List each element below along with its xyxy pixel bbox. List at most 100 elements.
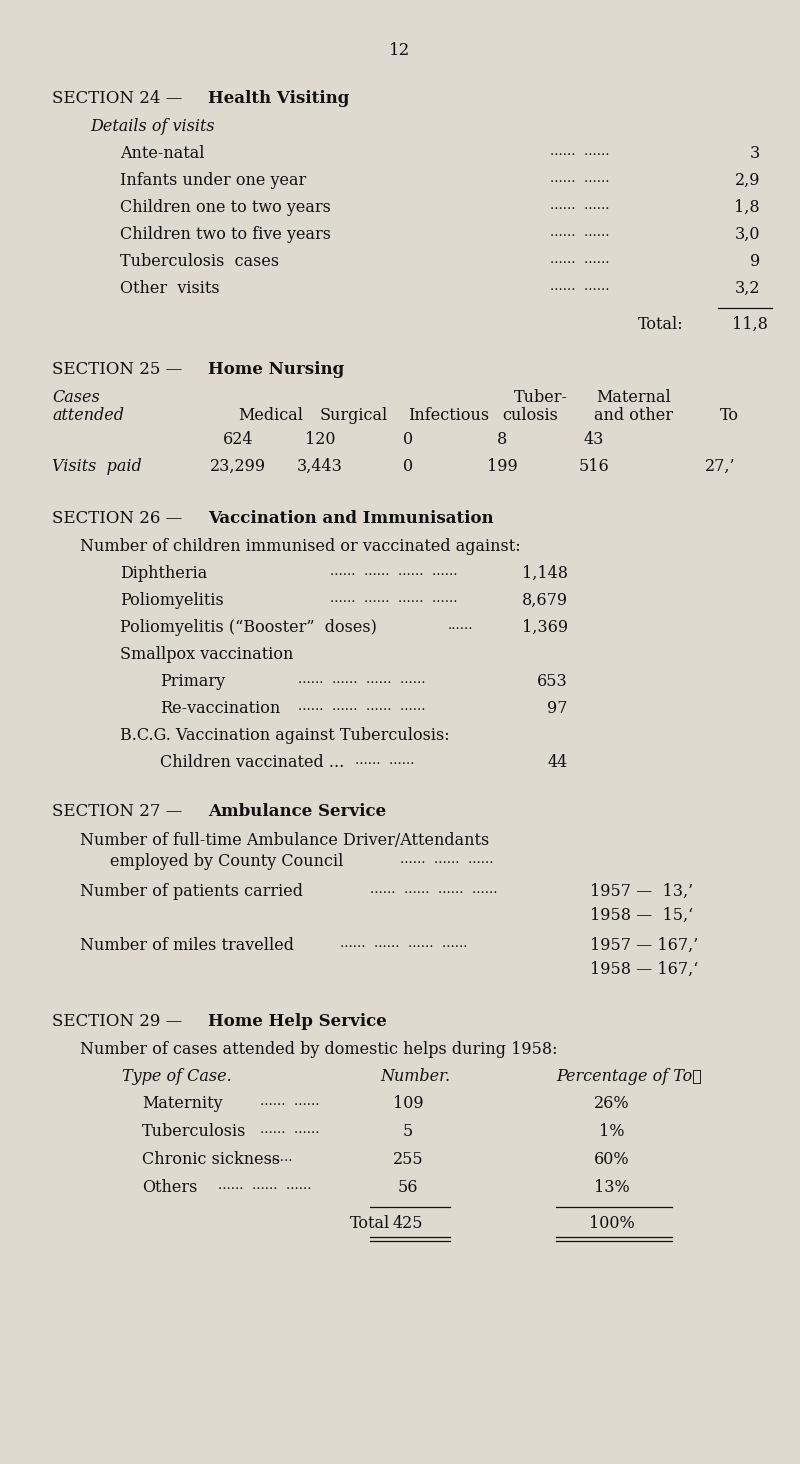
Text: ......  ......  ......  ......: ...... ...... ...... ......	[330, 591, 458, 605]
Text: ......  ......: ...... ......	[355, 754, 414, 767]
Text: Infants under one year: Infants under one year	[120, 171, 306, 189]
Text: 1957 — 167,’: 1957 — 167,’	[590, 937, 698, 955]
Text: and other: and other	[594, 407, 673, 425]
Text: 12: 12	[390, 42, 410, 59]
Text: 653: 653	[538, 673, 568, 690]
Text: 425: 425	[393, 1215, 423, 1233]
Text: Maternity: Maternity	[142, 1095, 222, 1113]
Text: 1,369: 1,369	[522, 619, 568, 635]
Text: Tuberculosis  cases: Tuberculosis cases	[120, 253, 279, 269]
Text: Surgical: Surgical	[320, 407, 388, 425]
Text: Tuber-: Tuber-	[514, 389, 568, 406]
Text: Number of miles travelled: Number of miles travelled	[80, 937, 294, 955]
Text: 5: 5	[403, 1123, 413, 1140]
Text: Children vaccinated ...: Children vaccinated ...	[160, 754, 344, 772]
Text: 56: 56	[398, 1179, 418, 1196]
Text: Home Nursing: Home Nursing	[208, 362, 344, 378]
Text: 120: 120	[305, 430, 335, 448]
Text: Cases: Cases	[52, 389, 100, 406]
Text: 199: 199	[486, 458, 518, 474]
Text: employed by County Council: employed by County Council	[110, 854, 343, 870]
Text: 1,148: 1,148	[522, 565, 568, 583]
Text: SECTION 29 —: SECTION 29 —	[52, 1013, 187, 1031]
Text: 1%: 1%	[599, 1123, 625, 1140]
Text: 255: 255	[393, 1151, 423, 1168]
Text: Poliomyelitis: Poliomyelitis	[120, 591, 224, 609]
Text: Chronic sickness: Chronic sickness	[142, 1151, 280, 1168]
Text: 0: 0	[403, 430, 413, 448]
Text: Number of children immunised or vaccinated against:: Number of children immunised or vaccinat…	[80, 537, 521, 555]
Text: 8: 8	[497, 430, 507, 448]
Text: Children one to two years: Children one to two years	[120, 199, 331, 217]
Text: 26%: 26%	[594, 1095, 630, 1113]
Text: Maternal: Maternal	[596, 389, 670, 406]
Text: ......: ......	[448, 619, 474, 632]
Text: ......  ......: ...... ......	[550, 145, 610, 158]
Text: Type of Case.: Type of Case.	[122, 1069, 232, 1085]
Text: 27,’: 27,’	[705, 458, 735, 474]
Text: ......  ......: ...... ......	[550, 225, 610, 239]
Text: 1957 —  13,’: 1957 — 13,’	[590, 883, 693, 900]
Text: ......  ......: ...... ......	[550, 171, 610, 184]
Text: 3,0: 3,0	[734, 225, 760, 243]
Text: ......  ......: ...... ......	[550, 253, 610, 266]
Text: 109: 109	[393, 1095, 423, 1113]
Text: ......  ......  ......  ......: ...... ...... ...... ......	[298, 700, 426, 713]
Text: 9: 9	[750, 253, 760, 269]
Text: 43: 43	[584, 430, 604, 448]
Text: 60%: 60%	[594, 1151, 630, 1168]
Text: Number of full-time Ambulance Driver/Attendants: Number of full-time Ambulance Driver/Att…	[80, 832, 490, 849]
Text: 11,8: 11,8	[732, 316, 768, 332]
Text: culosis: culosis	[502, 407, 558, 425]
Text: 1958 — 167,‘: 1958 — 167,‘	[590, 960, 698, 978]
Text: attended: attended	[52, 407, 124, 425]
Text: Number.: Number.	[380, 1069, 450, 1085]
Text: ......  ......  ......  ......: ...... ...... ...... ......	[330, 565, 458, 578]
Text: Poliomyelitis (“Booster”  doses): Poliomyelitis (“Booster” doses)	[120, 619, 377, 635]
Text: Re-vaccination: Re-vaccination	[160, 700, 280, 717]
Text: SECTION 26 —: SECTION 26 —	[52, 509, 187, 527]
Text: ......  ......: ...... ......	[550, 199, 610, 212]
Text: Total:: Total:	[638, 316, 684, 332]
Text: Health Visiting: Health Visiting	[208, 89, 350, 107]
Text: Smallpox vaccination: Smallpox vaccination	[120, 646, 294, 663]
Text: ......  ......  ......  ......: ...... ...... ...... ......	[298, 673, 426, 687]
Text: ......  ......: ...... ......	[260, 1095, 319, 1108]
Text: 1958 —  15,‘: 1958 — 15,‘	[590, 908, 694, 924]
Text: Medical: Medical	[238, 407, 303, 425]
Text: Ante-natal: Ante-natal	[120, 145, 205, 163]
Text: Number of patients carried: Number of patients carried	[80, 883, 303, 900]
Text: Home Help Service: Home Help Service	[208, 1013, 386, 1031]
Text: 516: 516	[578, 458, 610, 474]
Text: ......  ......: ...... ......	[550, 280, 610, 293]
Text: Children two to five years: Children two to five years	[120, 225, 331, 243]
Text: 23,299: 23,299	[210, 458, 266, 474]
Text: Others: Others	[142, 1179, 198, 1196]
Text: 3: 3	[750, 145, 760, 163]
Text: 44: 44	[548, 754, 568, 772]
Text: 3,2: 3,2	[734, 280, 760, 297]
Text: SECTION 24 —: SECTION 24 —	[52, 89, 188, 107]
Text: ......  ......  ......: ...... ...... ......	[218, 1179, 311, 1192]
Text: 100%: 100%	[589, 1215, 635, 1233]
Text: 13%: 13%	[594, 1179, 630, 1196]
Text: Diphtheria: Diphtheria	[120, 565, 207, 583]
Text: Tuberculosis: Tuberculosis	[142, 1123, 246, 1140]
Text: Details of visits: Details of visits	[90, 119, 214, 135]
Text: Number of cases attended by domestic helps during 1958:: Number of cases attended by domestic hel…	[80, 1041, 558, 1058]
Text: Ambulance Service: Ambulance Service	[208, 802, 386, 820]
Text: Visits  paid: Visits paid	[52, 458, 142, 474]
Text: Vaccination and Immunisation: Vaccination and Immunisation	[208, 509, 494, 527]
Text: 3,443: 3,443	[297, 458, 343, 474]
Text: 624: 624	[222, 430, 254, 448]
Text: ......  ......  ......  ......: ...... ...... ...... ......	[370, 883, 498, 896]
Text: Other  visits: Other visits	[120, 280, 220, 297]
Text: 8,679: 8,679	[522, 591, 568, 609]
Text: Total: Total	[350, 1215, 390, 1233]
Text: ......  ......  ......  ......: ...... ...... ...... ......	[340, 937, 467, 950]
Text: B.C.G. Vaccination against Tuberculosis:: B.C.G. Vaccination against Tuberculosis:	[120, 728, 450, 744]
Text: Primary: Primary	[160, 673, 225, 690]
Text: Infectious: Infectious	[408, 407, 489, 425]
Text: ......: ......	[268, 1151, 294, 1164]
Text: 1,8: 1,8	[734, 199, 760, 217]
